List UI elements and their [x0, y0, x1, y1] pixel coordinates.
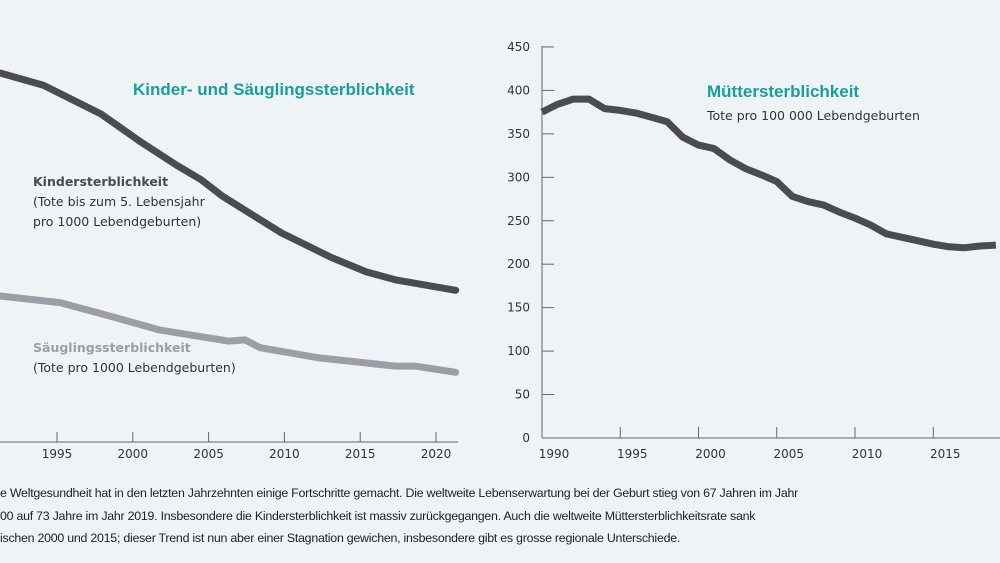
series-label-saeugling: Säuglingssterblichkeit: [33, 340, 191, 355]
x-tick-label: 2020: [421, 447, 452, 461]
series-sublabel-kinder-1: (Tote bis zum 5. Lebensjahr: [33, 194, 206, 209]
x-tick-label: 2015: [930, 447, 961, 461]
y-tick-label: 200: [507, 257, 530, 271]
right-chart-title: Müttersterblichkeit: [707, 82, 859, 101]
x-tick-label: 2010: [852, 447, 883, 461]
chart-child-mortality: Kinder- und Säuglingssterblichkeit Kinde…: [0, 69, 460, 461]
x-tick-label: 2000: [695, 447, 726, 461]
y-tick-label: 450: [507, 40, 530, 54]
x-tick-label: 2000: [118, 447, 149, 461]
series-label-kinder: Kindersterblichkeit: [33, 174, 168, 189]
x-tick-label: 1990: [539, 447, 570, 461]
x-tick-label: 2010: [269, 447, 300, 461]
series-sublabel-kinder-2: pro 1000 Lebendgeburten): [33, 214, 201, 229]
y-tick-label: 250: [507, 214, 530, 228]
x-tick-label: 2005: [773, 447, 804, 461]
footer-line-2: 00 auf 73 Jahre im Jahr 2019. Insbesonde…: [0, 509, 756, 523]
series-line-kindersterblichkeit: [0, 69, 460, 294]
x-tick-label: 1995: [42, 447, 73, 461]
left-chart-title: Kinder- und Säuglingssterblichkeit: [133, 80, 415, 99]
x-tick-label: 1995: [617, 447, 648, 461]
footer-line-1: e Weltgesundheit hat in den letzten Jahr…: [0, 486, 798, 500]
right-chart-subtitle: Tote pro 100 000 Lebendgeburten: [706, 108, 920, 123]
y-tick-label: 150: [507, 301, 530, 315]
chart-maternal-mortality: Müttersterblichkeit Tote pro 100 000 Leb…: [507, 40, 1000, 461]
series-sublabel-saeugling: (Tote pro 1000 Lebendgeburten): [33, 360, 236, 375]
series-line-saeuglingssterblichkeit: [0, 292, 460, 376]
y-tick-label: 400: [507, 83, 530, 97]
series-line-muettersterblichkeit: [540, 95, 997, 252]
x-tick-label: 2005: [193, 447, 224, 461]
x-tick-label: 2015: [345, 447, 376, 461]
y-tick-label: 50: [515, 388, 530, 402]
y-tick-label: 0: [522, 431, 530, 445]
y-tick-label: 100: [507, 344, 530, 358]
y-tick-label: 300: [507, 170, 530, 184]
y-tick-label: 350: [507, 127, 530, 141]
footer-line-3: ischen 2000 und 2015; dieser Trend ist n…: [0, 531, 681, 545]
